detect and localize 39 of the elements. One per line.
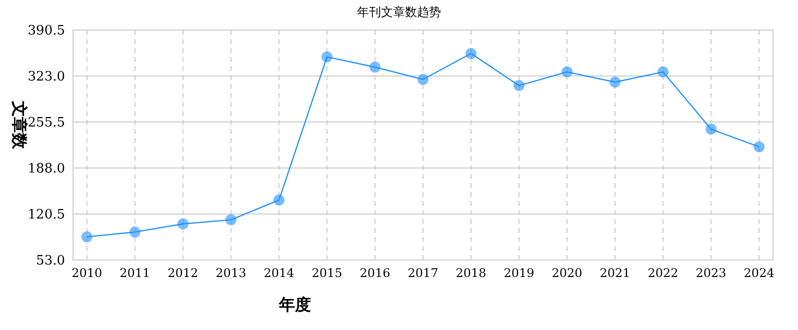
x-tick-label: 2019 — [504, 266, 534, 280]
x-tick-label: 2012 — [168, 266, 198, 280]
x-tick-label: 2013 — [216, 266, 246, 280]
x-tick-label: 2010 — [72, 266, 102, 280]
point — [466, 48, 477, 60]
y-axis-title: 文章数 — [10, 100, 29, 150]
point — [225, 214, 236, 226]
y-tick-label: 323.0 — [28, 70, 65, 85]
point — [418, 74, 428, 85]
point — [369, 62, 380, 73]
y-tick-label: 120.5 — [28, 208, 65, 223]
x-tick-label: 2016 — [360, 266, 390, 280]
point — [129, 226, 140, 238]
x-tick-label: 2014 — [264, 266, 295, 280]
chart-title: 年刊文章数趋势 — [357, 5, 441, 19]
x-tick-label: 2024 — [744, 266, 775, 280]
point — [610, 76, 621, 88]
point — [81, 231, 92, 242]
point — [754, 141, 765, 152]
x-tick-label: 2018 — [456, 266, 486, 280]
point — [321, 51, 332, 62]
point — [177, 218, 188, 230]
y-tick-label: 255.5 — [28, 116, 65, 131]
x-tick-label: 2011 — [120, 266, 150, 280]
x-tick-label: 2015 — [312, 266, 342, 280]
x-tick-label: 2022 — [648, 266, 678, 280]
x-tick-label: 2020 — [552, 266, 582, 280]
y-tick-label: 53.0 — [36, 254, 65, 269]
x-tick-label: 2017 — [408, 266, 438, 280]
y-tick-label: 188.0 — [28, 162, 65, 177]
y-tick-label: 390.5 — [28, 24, 65, 39]
x-tick-label: 2021 — [600, 266, 630, 280]
point — [658, 66, 669, 78]
x-tick-label: 2023 — [696, 266, 726, 280]
point — [562, 66, 573, 78]
x-axis-title: 年度 — [278, 295, 311, 314]
point — [514, 80, 525, 92]
point — [706, 124, 717, 135]
point — [273, 194, 284, 206]
